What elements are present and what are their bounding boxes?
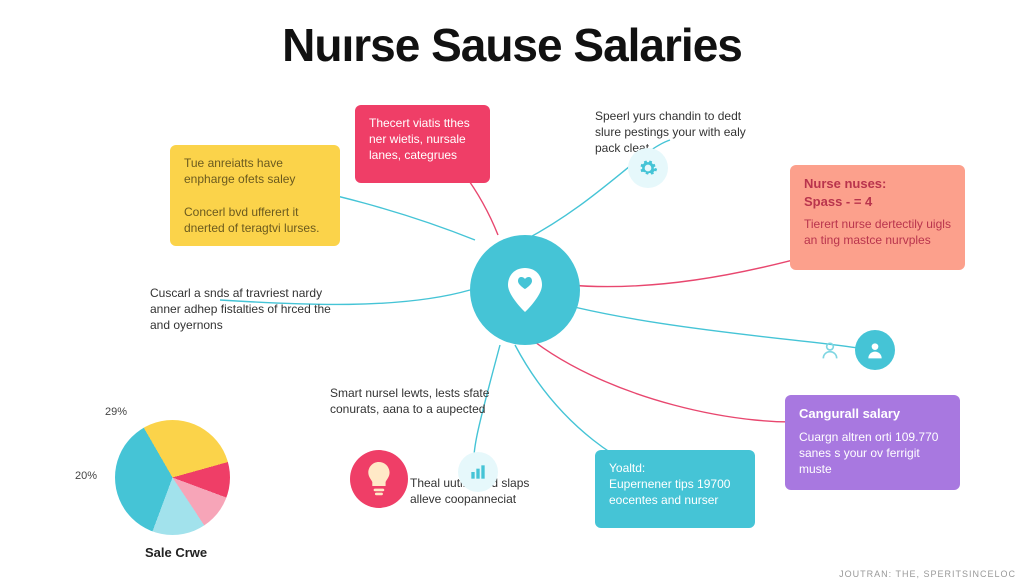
salmon-box: Nurse nuses: Spass - = 4 Tierert nurse de…: [790, 165, 965, 270]
person-icon: [855, 330, 895, 370]
pie-chart: [115, 420, 230, 535]
gear-icon: [628, 148, 668, 188]
pink-box-text: Thecert viatis tthes ner wietis, nursale…: [369, 115, 476, 164]
pie-graphic: [115, 420, 230, 535]
pie-slice-label: 29%: [105, 406, 127, 418]
salmon-box-title: Nurse nuses: Spass - = 4: [804, 175, 951, 210]
page-title: Nuırse Sause Salaries: [0, 18, 1024, 72]
footer-credit: JOUTRAN: THE, SPERITSINCELOC: [839, 569, 1016, 579]
blue-box: Yoaltd: Eupernener tips 19700 eocentes a…: [595, 450, 755, 528]
purple-box-title: Cangurall salary: [799, 405, 946, 423]
pie-slice-label: 20%: [75, 470, 97, 482]
top-plain: Speerl yurs chandin to dedt slure pestin…: [595, 108, 765, 157]
center-hub: [470, 235, 580, 345]
chart-icon: [458, 452, 498, 492]
purple-box-text: Cuargn altren orti 109.770 sanes s your …: [799, 429, 946, 478]
salmon-box-text: Tierert nurse dertectily uigls an ting m…: [804, 216, 951, 248]
mid-plain: Smart nursel lewts, lests sfate conurats…: [330, 385, 490, 417]
yellow-box: Tue anreiatts have enpharge ofets saley …: [170, 145, 340, 246]
pink-box: Thecert viatis tthes ner wietis, nursale…: [355, 105, 490, 183]
heart-pin-icon: [505, 266, 545, 314]
purple-box: Cangurall salary Cuargn altren orti 109.7…: [785, 395, 960, 490]
blue-box-text: Yoaltd: Eupernener tips 19700 eocentes a…: [609, 460, 741, 509]
pie-caption: Sale Crwe: [145, 545, 207, 560]
left-plain: Cuscarl a snds af travriest nardy anner …: [150, 285, 350, 334]
person-outline-icon: [810, 330, 850, 370]
lightbulb-icon: [350, 450, 408, 508]
yellow-box-text: Tue anreiatts have enpharge ofets saley …: [184, 155, 326, 236]
